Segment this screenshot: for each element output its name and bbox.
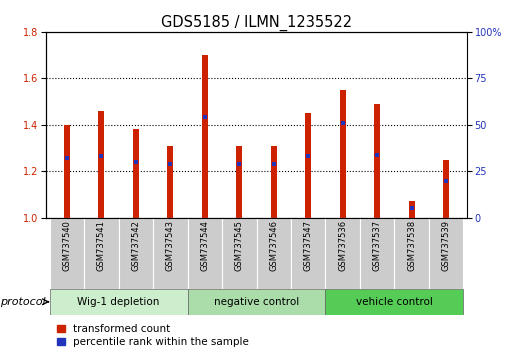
Text: GSM737536: GSM737536 bbox=[338, 220, 347, 271]
Text: GSM737545: GSM737545 bbox=[235, 220, 244, 271]
Title: GDS5185 / ILMN_1235522: GDS5185 / ILMN_1235522 bbox=[161, 14, 352, 30]
Legend: transformed count, percentile rank within the sample: transformed count, percentile rank withi… bbox=[56, 324, 249, 347]
Bar bbox=[340, 90, 346, 218]
Bar bbox=[50, 289, 188, 315]
Bar bbox=[429, 218, 463, 289]
Bar bbox=[236, 146, 242, 218]
Text: GSM737543: GSM737543 bbox=[166, 220, 175, 271]
Text: GSM737539: GSM737539 bbox=[442, 220, 450, 271]
Text: GSM737544: GSM737544 bbox=[200, 220, 209, 271]
Text: GSM737547: GSM737547 bbox=[304, 220, 313, 271]
Bar bbox=[394, 218, 429, 289]
Bar bbox=[167, 146, 173, 218]
Text: GSM737540: GSM737540 bbox=[63, 220, 71, 271]
Bar bbox=[50, 218, 84, 289]
Text: GSM737537: GSM737537 bbox=[372, 220, 382, 271]
Bar bbox=[271, 146, 277, 218]
Bar bbox=[98, 111, 105, 218]
Bar bbox=[64, 125, 70, 218]
Text: GSM737541: GSM737541 bbox=[97, 220, 106, 271]
Text: GSM737546: GSM737546 bbox=[269, 220, 278, 271]
Bar bbox=[133, 130, 139, 218]
Bar bbox=[408, 201, 415, 218]
Bar bbox=[325, 289, 463, 315]
Bar bbox=[443, 160, 449, 218]
Text: Wig-1 depletion: Wig-1 depletion bbox=[77, 297, 160, 307]
Bar bbox=[188, 218, 222, 289]
Text: protocol: protocol bbox=[0, 297, 46, 307]
Bar bbox=[360, 218, 394, 289]
Bar bbox=[119, 218, 153, 289]
Text: GSM737542: GSM737542 bbox=[131, 220, 141, 271]
Text: GSM737538: GSM737538 bbox=[407, 220, 416, 271]
Bar bbox=[291, 218, 325, 289]
Bar bbox=[222, 218, 256, 289]
Text: vehicle control: vehicle control bbox=[356, 297, 433, 307]
Bar bbox=[325, 218, 360, 289]
Bar bbox=[305, 113, 311, 218]
Bar bbox=[202, 55, 208, 218]
Text: negative control: negative control bbox=[214, 297, 299, 307]
Bar bbox=[84, 218, 119, 289]
Bar bbox=[374, 104, 380, 218]
Bar bbox=[256, 218, 291, 289]
Bar bbox=[188, 289, 325, 315]
Bar bbox=[153, 218, 188, 289]
